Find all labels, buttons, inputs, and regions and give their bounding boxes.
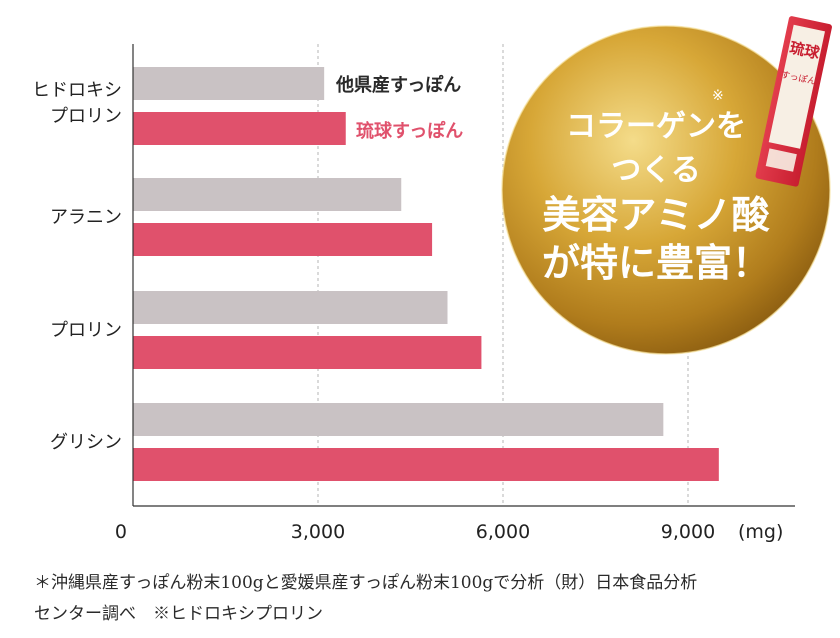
x-tick-label: 9,000 <box>661 521 715 543</box>
category-label: アラニン <box>50 207 122 228</box>
footnote-line-1: ＊沖縄県産すっぽん粉末100gと愛媛県産すっぽん粉末100gで分析（財）日本食品… <box>34 573 698 593</box>
x-tick-label: 0 <box>115 521 127 543</box>
bars-group <box>133 67 719 481</box>
bar-ryukyu <box>133 112 346 145</box>
badge-line-2: つくる <box>611 153 700 188</box>
footnote: ＊沖縄県産すっぽん粉末100gと愛媛県産すっぽん粉末100gで分析（財）日本食品… <box>34 568 824 630</box>
category-label: ヒドロキシ <box>32 80 122 101</box>
badge-line-3: 美容アミノ酸 <box>542 192 770 237</box>
x-tick-label: 6,000 <box>476 521 530 543</box>
category-label: プロリン <box>50 320 122 341</box>
footnote-line-2: センター調べ ※ヒドロキシプロリン <box>34 604 323 624</box>
bar-other-prefecture <box>133 178 402 211</box>
category-label: グリシン <box>50 432 122 453</box>
legend-label-other: 他県産すっぽん <box>335 74 461 96</box>
badge-line-1: コラーゲンを <box>566 109 746 144</box>
bar-other-prefecture <box>133 403 664 436</box>
x-unit-label: (mg) <box>738 521 783 543</box>
bar-other-prefecture <box>133 291 448 324</box>
badge-note-mark: ※ <box>712 88 724 104</box>
category-label: プロリン <box>50 106 122 127</box>
x-tick-label: 3,000 <box>291 521 345 543</box>
bar-other-prefecture <box>133 67 325 100</box>
bar-ryukyu <box>133 336 482 369</box>
bar-ryukyu <box>133 223 433 256</box>
x-tick-labels: 0 3,000 6,000 9,000 (mg) <box>115 521 784 543</box>
product-package-image: 琉球 すっぽん <box>755 16 832 187</box>
badge-line-4: が特に豊富！ <box>542 240 770 285</box>
bar-ryukyu <box>133 448 719 481</box>
legend-label-ryukyu: 琉球すっぽん <box>356 120 463 142</box>
gold-badge: ※ コラーゲンを つくる 美容アミノ酸 が特に豊富！ <box>501 25 831 355</box>
